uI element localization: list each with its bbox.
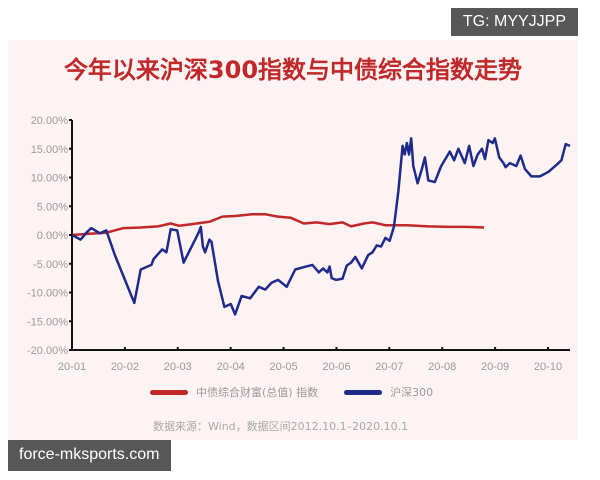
csi300-line [71,137,571,316]
x-tick-label: 20-02 [111,361,139,373]
x-tick-label: 20-04 [217,361,245,373]
y-tick-label: -5.00% [33,259,68,271]
legend-swatch-blue [344,389,383,395]
y-tick-label: 5.00% [37,201,68,213]
bond-index-line [71,213,485,237]
legend-label-bond: 中债综合财富(总值) 指数 [196,386,319,399]
x-tick-label: 20-03 [164,361,192,373]
y-tick-label: -20.00% [27,345,68,357]
legend-swatch-red [150,389,188,395]
watermark-badge-top: TG: MYYJJPP [450,8,578,36]
x-tick-label: 20-07 [375,361,403,373]
plot-lines [71,137,571,316]
chart-title: 今年以来沪深300指数与中债综合指数走势 [63,56,523,84]
y-tick-label: 15.00% [31,144,69,156]
x-tick-label: 20-05 [269,361,297,373]
y-tick-label: -10.00% [27,288,68,300]
legend: 中债综合财富(总值) 指数 沪深300 [150,384,459,400]
y-tick-label: 20.00% [31,115,69,127]
x-tick-label: 20-01 [58,361,86,373]
source-note: 数据来源：Wind，数据区间2012.10.1–2020.10.1 [153,420,409,433]
y-tick-label: 10.00% [31,173,69,185]
x-tick-label: 20-09 [481,361,509,373]
chart-panel: 今年以来沪深300指数与中债综合指数走势 [8,40,578,440]
x-tick-label: 20-08 [428,361,456,373]
axes: 20.00% 15.00% 10.00% 5.00% 0.00% -5.00% -10.00… [27,115,570,373]
y-tick-label: 0.00% [37,230,68,242]
x-tick-label: 20-06 [322,361,350,373]
legend-item-csi300: 沪深300 [344,384,433,400]
watermark-badge-bottom: force-mksports.com [8,440,172,471]
x-tick-label: 20-10 [534,361,562,373]
legend-label-csi300: 沪深300 [390,386,434,399]
legend-item-bond: 中债综合财富(总值) 指数 [150,384,318,400]
y-tick-label: -15.00% [27,316,68,328]
